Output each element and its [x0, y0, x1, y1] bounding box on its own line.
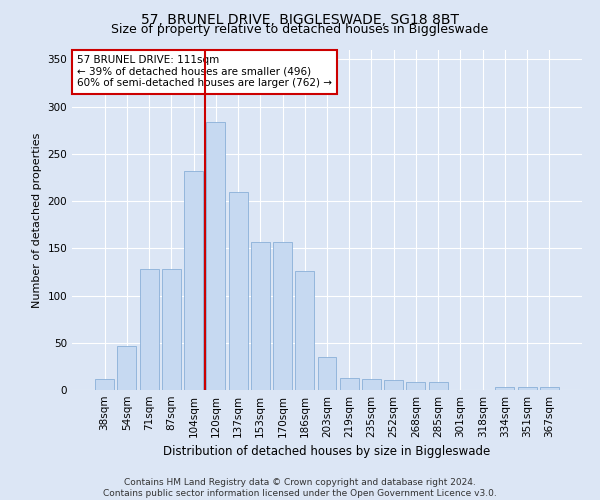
Bar [229, 192, 248, 390]
Bar [251, 242, 270, 390]
Bar [317, 357, 337, 390]
Text: Size of property relative to detached houses in Biggleswade: Size of property relative to detached ho… [112, 22, 488, 36]
Bar [518, 387, 536, 390]
Bar [429, 382, 448, 390]
Bar [184, 171, 203, 390]
Y-axis label: Number of detached properties: Number of detached properties [32, 132, 42, 308]
Bar [362, 378, 381, 390]
Bar [273, 242, 292, 390]
Bar [340, 378, 359, 390]
Bar [162, 269, 181, 390]
Text: 57 BRUNEL DRIVE: 111sqm
← 39% of detached houses are smaller (496)
60% of semi-d: 57 BRUNEL DRIVE: 111sqm ← 39% of detache… [77, 55, 332, 88]
Bar [95, 378, 114, 390]
Bar [206, 122, 225, 390]
Bar [384, 380, 403, 390]
Bar [118, 346, 136, 390]
Bar [540, 387, 559, 390]
X-axis label: Distribution of detached houses by size in Biggleswade: Distribution of detached houses by size … [163, 446, 491, 458]
Bar [140, 269, 158, 390]
Bar [406, 382, 425, 390]
Bar [295, 271, 314, 390]
Bar [496, 387, 514, 390]
Text: Contains HM Land Registry data © Crown copyright and database right 2024.
Contai: Contains HM Land Registry data © Crown c… [103, 478, 497, 498]
Text: 57, BRUNEL DRIVE, BIGGLESWADE, SG18 8BT: 57, BRUNEL DRIVE, BIGGLESWADE, SG18 8BT [141, 12, 459, 26]
